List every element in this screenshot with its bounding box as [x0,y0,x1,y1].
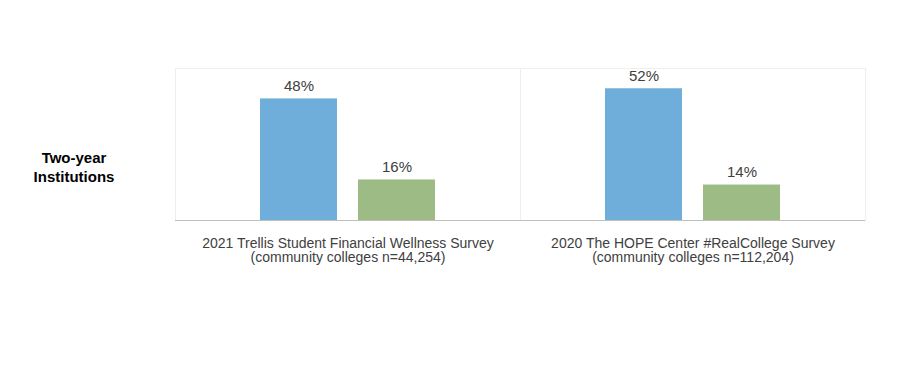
svg-text:48%: 48% [284,77,314,94]
html-text:Two-year Institutions: Two-year Institutions [33,149,115,185]
svg-text:16%: 16% [382,158,412,175]
svg-text:2020 The HOPE Center #RealColl: 2020 The HOPE Center #RealCollege Survey… [551,235,835,265]
svg-text:52%: 52% [629,67,659,84]
svg-text:14%: 14% [727,163,757,180]
svg-text:2021 Trellis Student Financial: 2021 Trellis Student Financial Wellness … [202,235,494,265]
